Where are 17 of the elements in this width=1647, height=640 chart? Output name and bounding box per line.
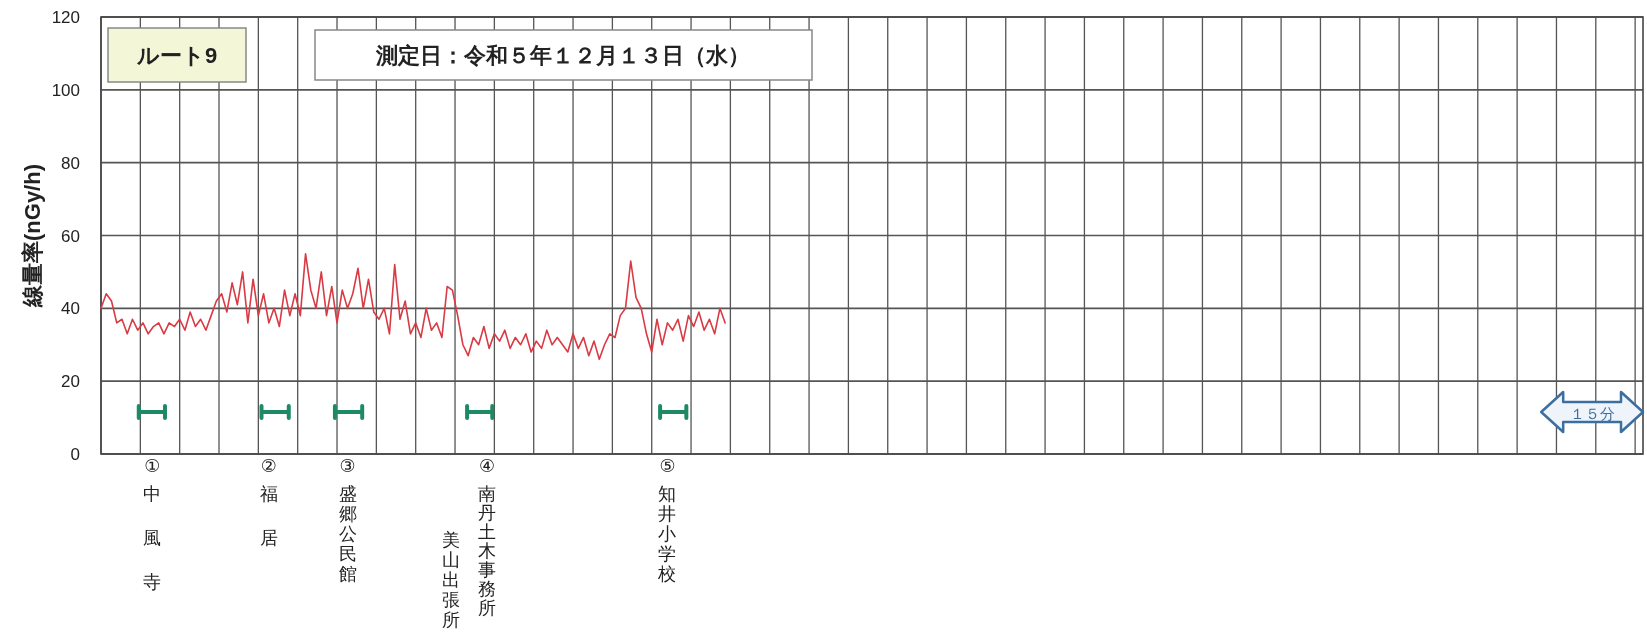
text: ⑤知井小学校	[657, 456, 677, 584]
annotation: １５分	[1570, 405, 1616, 422]
text: ルート9	[135, 43, 218, 68]
y-tick-label: 60	[61, 226, 80, 246]
text: ④南丹土木事務所	[478, 456, 497, 618]
y-tick-label: 120	[51, 8, 80, 27]
y-tick-label: 20	[61, 372, 80, 392]
text: ③盛郷公民館	[338, 456, 357, 584]
y-tick-label: 80	[61, 153, 80, 173]
y-axis-title: 線量率(nGy/h)	[20, 164, 45, 308]
y-tick-label: 0	[70, 445, 80, 464]
text: 測定日：令和５年１２月１３日（水）	[375, 43, 750, 68]
text: ①中風寺	[143, 456, 162, 592]
text: 美山出張所	[442, 530, 461, 630]
y-tick-label: 40	[61, 299, 80, 319]
y-tick-label: 100	[51, 80, 80, 100]
text: ②福居	[259, 456, 278, 548]
